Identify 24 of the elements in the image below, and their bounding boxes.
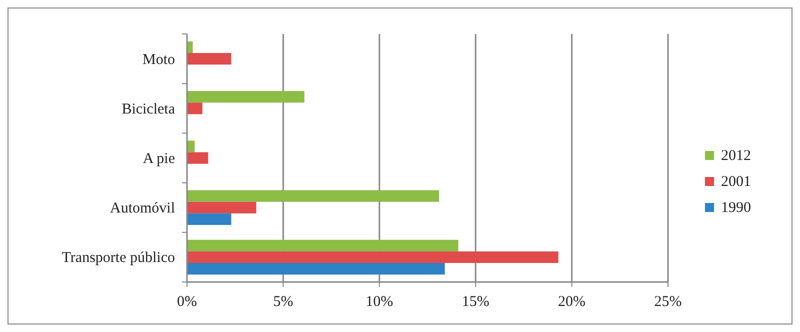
bar	[187, 190, 440, 202]
bar	[187, 202, 256, 214]
x-tick-label: 20%	[558, 294, 586, 310]
bar	[187, 91, 304, 103]
bar	[187, 262, 445, 275]
x-tick-label: 0%	[177, 294, 197, 310]
bar	[187, 213, 232, 225]
y-tick-label: Transporte público	[62, 250, 175, 266]
x-tick-label: 10%	[366, 294, 394, 310]
legend-label: 2012	[721, 148, 751, 164]
bar	[187, 102, 202, 114]
bar	[187, 152, 208, 164]
bar	[187, 251, 558, 263]
legend-label: 1990	[721, 200, 751, 216]
x-tick-label: 15%	[462, 294, 490, 310]
y-tick-label: Moto	[142, 52, 175, 68]
legend-label: 2001	[721, 174, 751, 190]
x-tick-label: 25%	[654, 294, 682, 310]
bar	[187, 240, 458, 252]
y-tick-label: Automóvil	[110, 200, 175, 217]
y-tick-label: Bicicleta	[122, 101, 176, 118]
x-tick-label: 5%	[273, 294, 294, 310]
y-tick-label: A pie	[142, 151, 176, 167]
bar	[187, 53, 232, 65]
